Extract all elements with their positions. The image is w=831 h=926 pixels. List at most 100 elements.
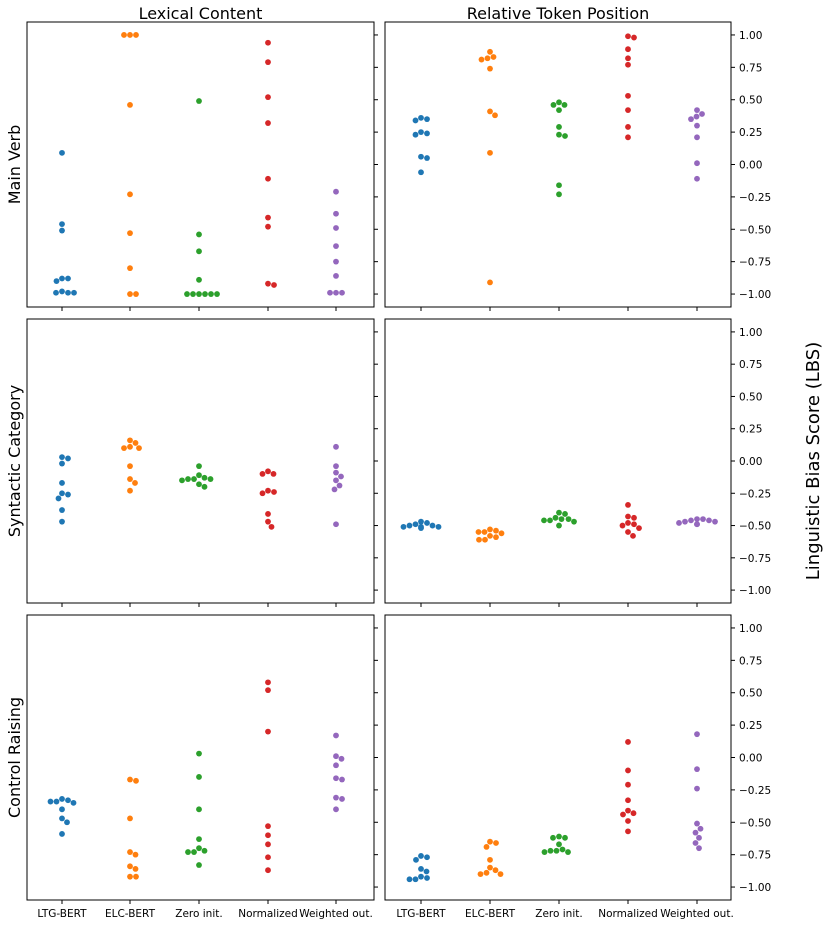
data-point [625,46,631,53]
data-point [65,797,71,804]
ytick-label: −0.50 [739,817,771,829]
data-point [333,210,339,217]
data-point [333,753,339,760]
data-point [625,55,631,62]
data-point [688,116,694,123]
xtick-label: Weighted out. [299,908,373,920]
data-point [625,134,631,141]
xtick-label: Weighted out. [660,908,734,920]
ytick-label: −1.00 [739,585,771,597]
data-point [207,476,214,482]
data-point [429,522,436,529]
data-point [487,838,493,845]
data-point [121,445,127,451]
data-point [338,755,345,762]
data-point [694,731,700,738]
data-point [265,679,271,686]
data-point [59,454,65,461]
data-point [196,806,202,813]
data-point [127,443,133,450]
data-point [418,153,424,160]
data-point [400,523,407,530]
data-point [65,289,71,296]
data-point [418,853,424,859]
data-point [184,291,190,297]
data-point [547,517,553,524]
data-point [265,728,271,735]
data-point [333,469,339,476]
data-point [127,32,133,38]
data-point [333,273,339,279]
data-point [556,509,562,516]
xtick-label: ELC-BERT [465,908,516,920]
xtick-label: Zero init. [535,908,582,920]
data-point [265,214,271,221]
data-point [133,777,139,784]
data-point [424,116,430,123]
data-point [625,107,631,113]
ytick-label: 0.25 [739,720,762,732]
data-point [483,869,490,876]
data-point [418,518,424,525]
data-point [271,282,277,288]
data-point [179,477,185,484]
data-point [65,455,71,462]
data-point [699,111,705,117]
data-point [265,823,271,830]
data-point [59,227,65,234]
ytick-label: −0.50 [739,521,771,533]
data-point [418,129,424,136]
data-point [333,463,339,470]
data-point [418,866,424,872]
data-point [196,98,202,104]
data-point [556,841,562,848]
panel-frame-r0-c1 [384,21,732,308]
xtick-label: Normalized [238,908,298,920]
data-point [201,483,208,490]
data-point [59,275,65,282]
data-point [424,854,430,861]
data-point [694,820,700,827]
data-point [333,477,339,484]
data-point [412,117,419,124]
data-point [487,532,493,539]
data-point [196,231,202,238]
ytick-label: 0.25 [739,424,762,436]
data-point [692,840,699,846]
data-point [265,841,271,848]
data-point [700,516,706,522]
data-point [712,518,718,525]
data-point [487,279,493,286]
ytick-label: −0.75 [739,850,771,862]
data-point [59,831,65,837]
y-axis-title: Linguistic Bias Score (LBS) [803,342,824,580]
data-point [59,806,65,813]
data-point [541,517,547,524]
data-point [490,54,497,60]
data-point [694,516,700,522]
ytick-label: −0.25 [739,785,771,797]
data-point [196,862,202,868]
data-point [556,131,562,138]
data-point [201,847,208,854]
ytick-label: 0.50 [739,95,762,107]
data-point [487,856,493,863]
panel-frame-r1-c1 [384,318,732,604]
data-point [270,471,277,477]
ytick-label: 0.00 [739,753,762,765]
data-point [694,122,700,129]
data-point [625,124,631,130]
data-point [565,516,572,522]
data-point [265,487,271,494]
ytick-label: 1.00 [739,327,762,339]
data-point [625,807,631,814]
data-point [53,289,59,296]
data-point [487,526,493,533]
data-point [333,289,339,296]
data-point [693,113,700,120]
panel-frame-r2-c0 [26,614,375,901]
data-point [132,866,139,872]
ytick-label: 1.00 [739,30,762,42]
ytick-label: −1.00 [739,289,771,301]
